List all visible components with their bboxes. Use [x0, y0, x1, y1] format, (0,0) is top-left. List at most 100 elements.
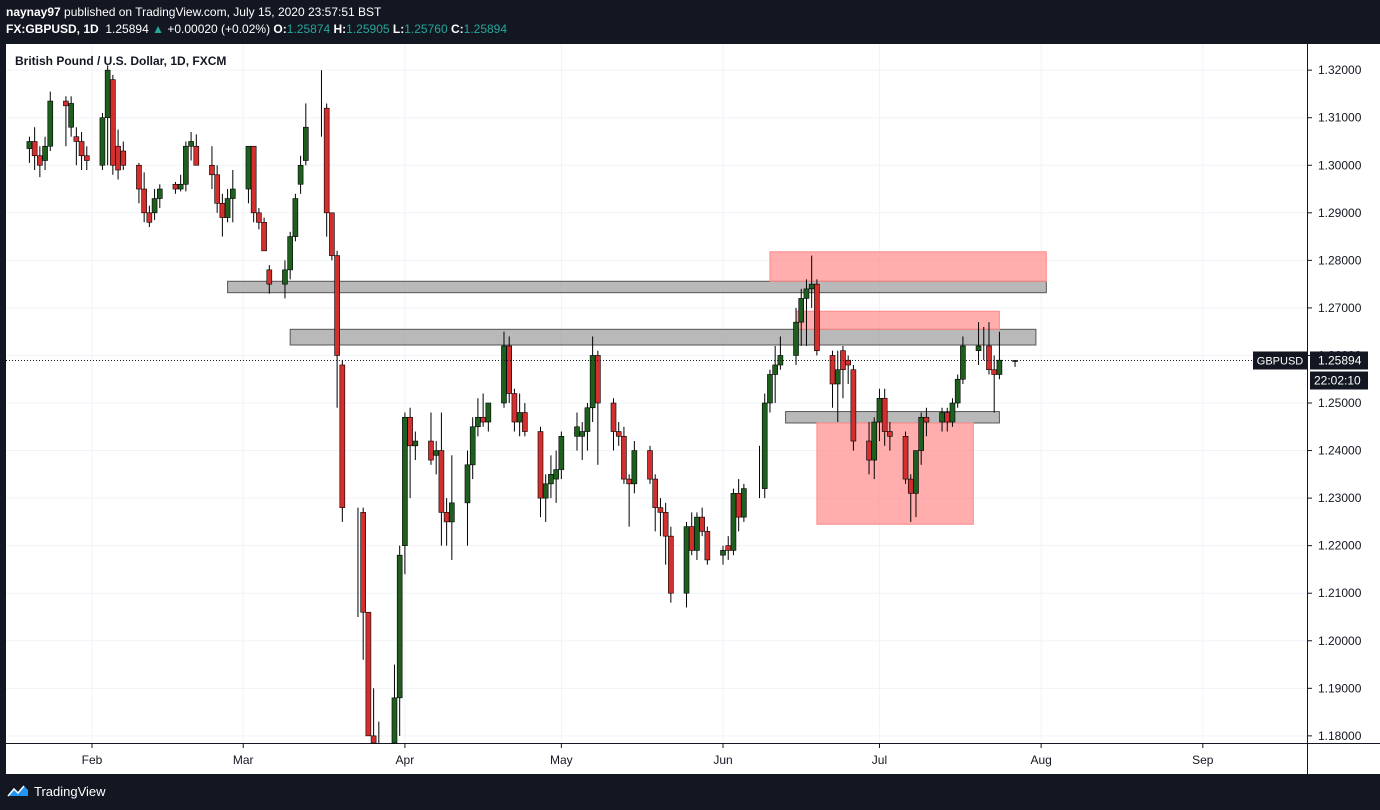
candle-down[interactable]: [83, 146, 90, 171]
candle-down[interactable]: [704, 526, 711, 565]
candle-down[interactable]: [261, 217, 267, 252]
candle-up[interactable]: [954, 374, 961, 408]
candle-up[interactable]: [694, 512, 700, 560]
candle-up[interactable]: [798, 288, 805, 346]
candle-down[interactable]: [647, 445, 653, 484]
tradingview-logo-icon[interactable]: [6, 783, 30, 801]
candle-down[interactable]: [814, 279, 820, 356]
candle-down[interactable]: [31, 127, 38, 171]
gray-zone[interactable]: [785, 411, 1000, 424]
candle-up[interactable]: [803, 279, 810, 346]
candle-up[interactable]: [730, 488, 737, 556]
candle-up[interactable]: [412, 431, 419, 461]
candle-down[interactable]: [146, 205, 153, 228]
candle-down[interactable]: [850, 364, 857, 451]
candle-down[interactable]: [214, 165, 220, 213]
candle-up[interactable]: [183, 141, 189, 192]
candlestick-chart[interactable]: 1.32000 1.31000 1.30000 1.29000 1.28000 1.270…: [0, 44, 1380, 774]
candle-up[interactable]: [579, 422, 586, 461]
candle-up[interactable]: [303, 103, 309, 166]
candle-down[interactable]: [209, 146, 215, 190]
candle-up[interactable]: [151, 189, 158, 220]
candle-down[interactable]: [845, 355, 851, 384]
candle-down[interactable]: [323, 103, 330, 237]
candle-down[interactable]: [699, 507, 705, 537]
candle-down[interactable]: [407, 407, 413, 499]
candle-down[interactable]: [887, 422, 893, 451]
candle-down[interactable]: [986, 322, 992, 375]
candle-down[interactable]: [193, 134, 200, 166]
candle-down[interactable]: [522, 403, 528, 437]
candle-up[interactable]: [156, 184, 163, 209]
candle-up[interactable]: [224, 189, 231, 223]
candle-down[interactable]: [621, 426, 627, 484]
candle-up[interactable]: [683, 521, 690, 608]
candle-up[interactable]: [449, 455, 455, 560]
red-zone[interactable]: [769, 251, 1047, 282]
candle-down[interactable]: [339, 360, 346, 522]
price-axis[interactable]: [1307, 44, 1380, 743]
candle-up[interactable]: [485, 402, 492, 432]
candle-up[interactable]: [188, 131, 194, 161]
candle-down[interactable]: [652, 474, 659, 532]
candle-up[interactable]: [542, 474, 549, 522]
candle-down[interactable]: [902, 431, 909, 484]
candle-down[interactable]: [615, 422, 622, 446]
candle-up[interactable]: [834, 350, 841, 423]
candle-up[interactable]: [464, 450, 471, 546]
candle-down[interactable]: [360, 507, 366, 660]
candle-down[interactable]: [595, 350, 601, 465]
candle-up[interactable]: [918, 412, 924, 465]
candle-down[interactable]: [438, 412, 445, 546]
candle-up[interactable]: [558, 431, 565, 480]
candle-up[interactable]: [47, 91, 54, 151]
candle-up[interactable]: [975, 322, 982, 365]
candle-up[interactable]: [469, 417, 476, 480]
candle-up[interactable]: [230, 170, 236, 223]
red-zone[interactable]: [795, 310, 1000, 330]
candle-up[interactable]: [761, 393, 768, 499]
candle-up[interactable]: [767, 369, 773, 413]
plot-area[interactable]: [6, 44, 1307, 743]
candle-down[interactable]: [266, 265, 273, 294]
candle-up[interactable]: [42, 136, 48, 171]
gray-zone[interactable]: [289, 328, 1037, 346]
candle-up[interactable]: [913, 450, 919, 518]
candle-down[interactable]: [78, 131, 85, 171]
candle-down[interactable]: [329, 212, 335, 261]
candle-down[interactable]: [610, 398, 617, 451]
gray-zone[interactable]: [227, 280, 1047, 294]
candle-up[interactable]: [741, 483, 747, 522]
candle-down[interactable]: [511, 388, 518, 432]
candle-down[interactable]: [657, 498, 664, 537]
candle-down[interactable]: [370, 688, 377, 744]
tradingview-brand[interactable]: TradingView: [34, 784, 106, 799]
candle-up[interactable]: [960, 336, 966, 384]
candle-down[interactable]: [73, 127, 80, 166]
candle-up[interactable]: [297, 155, 304, 194]
candle-up[interactable]: [391, 664, 398, 744]
candle-down[interactable]: [668, 526, 674, 603]
candle-up[interactable]: [553, 450, 559, 503]
publisher-name[interactable]: naynay97: [6, 5, 61, 19]
candle-up[interactable]: [396, 545, 403, 736]
candle-up[interactable]: [402, 412, 408, 575]
candle-down[interactable]: [141, 172, 147, 223]
candle-down[interactable]: [923, 407, 930, 437]
candle-up[interactable]: [292, 193, 299, 242]
candle-up[interactable]: [949, 398, 956, 427]
candle-down[interactable]: [881, 388, 888, 446]
candle-down[interactable]: [662, 502, 669, 565]
candle-up[interactable]: [287, 231, 293, 280]
candle-down[interactable]: [334, 250, 340, 408]
candle-up[interactable]: [631, 441, 638, 494]
candle-up[interactable]: [282, 260, 288, 299]
candle-up[interactable]: [584, 403, 591, 451]
candle-down[interactable]: [256, 208, 262, 230]
candle-up[interactable]: [871, 417, 878, 480]
candle-down[interactable]: [110, 74, 116, 175]
candle-down[interactable]: [506, 336, 513, 404]
candle-up[interactable]: [772, 345, 778, 404]
candle-down[interactable]: [136, 162, 142, 204]
candle-up[interactable]: [720, 545, 726, 565]
